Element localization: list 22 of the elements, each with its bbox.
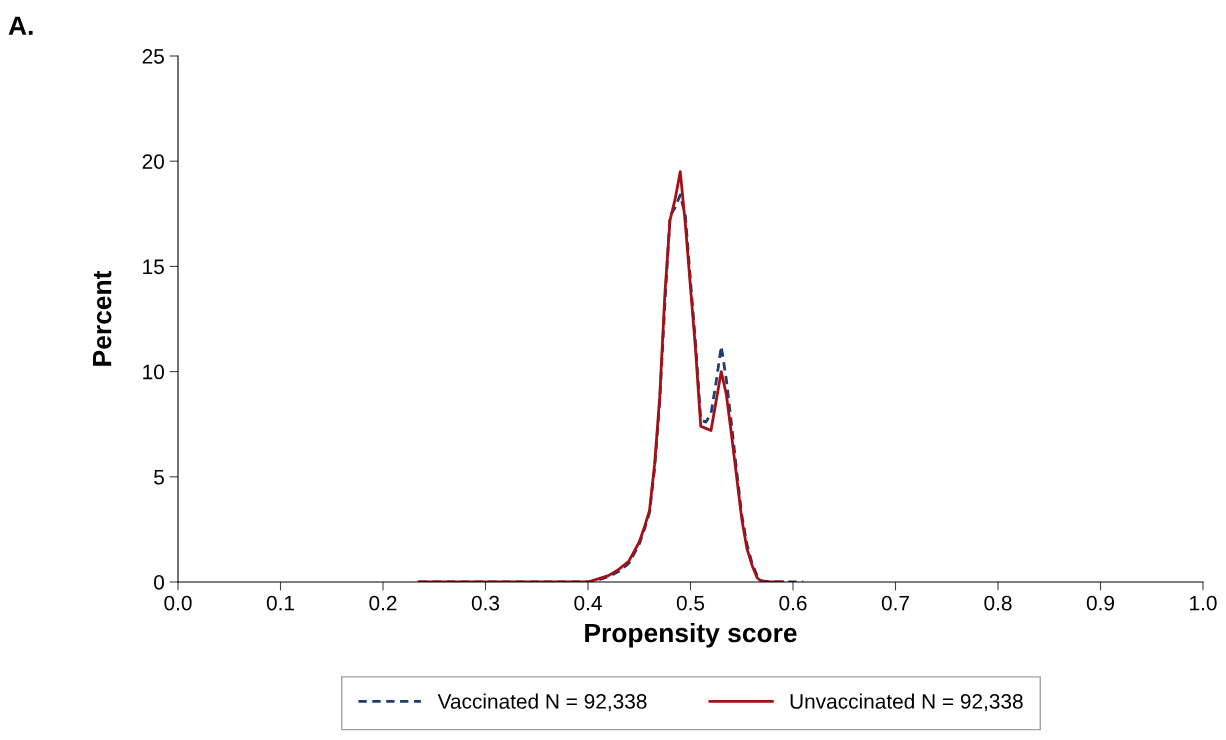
x-tick-label: 0.4 <box>574 595 602 611</box>
x-tick-label: 0.2 <box>369 595 397 611</box>
y-tick-label: 5 <box>154 470 164 485</box>
chart-title: A. <box>8 16 33 35</box>
y-tick-label: 25 <box>142 49 164 64</box>
y-tick-label: 10 <box>143 364 164 380</box>
y-tick-label: 0 <box>154 575 164 590</box>
legend-label: Vaccinated N = 92,338 <box>437 693 647 712</box>
x-tick-label: 0.3 <box>471 595 500 611</box>
x-axis-title: Propensity score <box>585 622 797 648</box>
x-tick-label: 0.7 <box>881 595 909 611</box>
x-tick-label: 0.5 <box>676 595 705 611</box>
y-axis-title: Percent <box>93 270 112 366</box>
legend-label: Unvaccinated N = 92,338 <box>790 693 1023 712</box>
x-tick-label: 0.0 <box>164 595 192 611</box>
x-tick-label: 0.1 <box>266 595 294 611</box>
x-tick-label: 0.6 <box>779 595 807 611</box>
x-tick-label: 1.0 <box>1190 595 1217 611</box>
x-tick-label: 0.8 <box>984 595 1012 611</box>
y-tick-label: 15 <box>143 259 164 275</box>
y-tick-label: 20 <box>142 154 164 169</box>
x-tick-label: 0.9 <box>1086 595 1114 611</box>
